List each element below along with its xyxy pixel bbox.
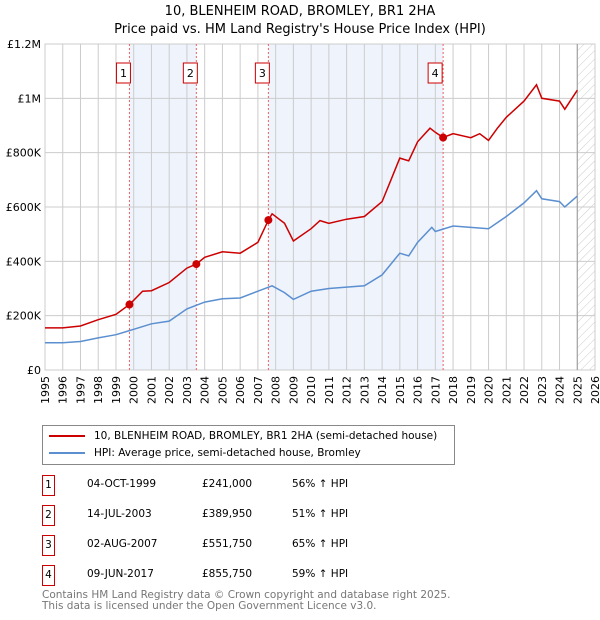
x-tick-label: 2017 xyxy=(429,376,442,404)
sale-row: 3 02-AUG-2007 £551,750 65% ↑ HPI xyxy=(42,535,442,556)
sale-row: 4 09-JUN-2017 £855,750 59% ↑ HPI xyxy=(42,565,442,586)
sale-price: £855,750 xyxy=(202,568,253,580)
x-tick-label: 2018 xyxy=(447,376,460,404)
sale-price: £551,750 xyxy=(202,538,253,550)
x-tick-label: 1999 xyxy=(110,376,123,404)
price-chart: 1995 1996 1997 1998 1999 2000 2001 2002 2003 2004… xyxy=(6,38,600,404)
x-tick-label: 2026 xyxy=(589,376,600,404)
x-tick-label: 2010 xyxy=(305,376,318,404)
y-tick-label: £1.2M xyxy=(7,38,41,51)
chart-title: 10, BLENHEIM ROAD, BROMLEY, BR1 2HA Price… xyxy=(114,4,486,37)
sale-row: 2 14-JUL-2003 £389,950 51% ↑ HPI xyxy=(42,505,442,526)
y-tick-label: £600K xyxy=(6,201,42,214)
footer: Contains HM Land Registry data © Crown c… xyxy=(42,589,451,612)
sale-hpi-change: 51% ↑ HPI xyxy=(292,508,349,520)
x-tick-label: 2019 xyxy=(465,376,478,404)
sale-date: 04-OCT-1999 xyxy=(87,478,156,490)
sale-hpi-change: 59% ↑ HPI xyxy=(292,568,349,580)
x-tick-label: 1997 xyxy=(74,376,87,404)
x-tick-label: 2022 xyxy=(518,376,531,404)
sale-marker-label: 3 xyxy=(259,67,266,80)
property-line xyxy=(45,83,578,329)
y-tick-label: £200K xyxy=(6,310,42,323)
hpi-line xyxy=(45,189,578,344)
sale-point xyxy=(264,216,273,225)
hpi-legend-label: HPI: Average price, semi-detached house,… xyxy=(94,447,361,459)
y-tick-label: £400K xyxy=(6,255,42,268)
plot-border xyxy=(44,43,596,371)
x-tick-label: 2014 xyxy=(376,376,389,404)
legend: 10, BLENHEIM ROAD, BROMLEY, BR1 2HA (sem… xyxy=(42,425,455,465)
x-tick-label: 2025 xyxy=(571,376,584,404)
x-tick-label: 2002 xyxy=(163,376,176,404)
x-tick-label: 1995 xyxy=(39,376,52,404)
x-tick-label: 2023 xyxy=(536,376,549,404)
x-tick-label: 2000 xyxy=(128,376,141,404)
x-tick-label: 2004 xyxy=(199,376,212,404)
x-tick-label: 2003 xyxy=(181,376,194,404)
sale-number-badge: 4 xyxy=(42,565,55,586)
x-tick-label: 2001 xyxy=(145,376,158,404)
sale-point xyxy=(192,260,201,269)
sale-marker-box xyxy=(254,62,270,84)
sale-price: £241,000 xyxy=(202,478,253,490)
x-tick-label: 2009 xyxy=(287,376,300,404)
sale-hpi-change: 56% ↑ HPI xyxy=(292,478,349,490)
hpi-legend-line xyxy=(49,452,85,454)
x-tick-label: 2005 xyxy=(216,376,229,404)
sale-marker-label: 2 xyxy=(187,67,194,80)
sale-price: £389,950 xyxy=(202,508,253,520)
sale-point xyxy=(125,300,134,309)
sale-number-badge: 3 xyxy=(42,535,55,556)
y-tick-label: £0 xyxy=(27,364,41,377)
x-tick-label: 2016 xyxy=(412,376,425,404)
x-tick-label: 2024 xyxy=(554,376,567,404)
property-legend-line xyxy=(49,435,85,437)
sale-number-badge: 2 xyxy=(42,505,55,526)
sale-marker-box xyxy=(115,62,131,84)
x-tick-label: 2013 xyxy=(358,376,371,404)
sale-point xyxy=(439,133,448,142)
property-legend-label: 10, BLENHEIM ROAD, BROMLEY, BR1 2HA (sem… xyxy=(94,430,438,442)
y-tick-label: £1M xyxy=(18,92,42,105)
x-tick-label: 1998 xyxy=(92,376,105,404)
sale-date: 09-JUN-2017 xyxy=(87,568,154,580)
x-tick-label: 2006 xyxy=(234,376,247,404)
sale-number-badge: 1 xyxy=(42,475,55,496)
x-tick-label: 2020 xyxy=(483,376,496,404)
sale-marker-box xyxy=(182,62,198,84)
x-tick-label: 2015 xyxy=(394,376,407,404)
x-tick-label: 2011 xyxy=(323,376,336,404)
x-tick-label: 2021 xyxy=(500,376,513,404)
x-tick-label: 2008 xyxy=(270,376,283,404)
x-tick-label: 2012 xyxy=(341,376,354,404)
y-tick-label: £800K xyxy=(6,147,42,160)
sale-marker-label: 1 xyxy=(120,67,127,80)
sale-date: 02-AUG-2007 xyxy=(87,538,158,550)
x-tick-label: 2007 xyxy=(252,376,265,404)
sale-row: 1 04-OCT-1999 £241,000 56% ↑ HPI xyxy=(42,475,442,496)
x-tick-label: 1996 xyxy=(57,376,70,404)
sale-marker-box xyxy=(427,62,443,84)
sale-date: 14-JUL-2003 xyxy=(87,508,152,520)
sale-marker-label: 4 xyxy=(432,67,439,80)
sale-hpi-change: 65% ↑ HPI xyxy=(292,538,349,550)
